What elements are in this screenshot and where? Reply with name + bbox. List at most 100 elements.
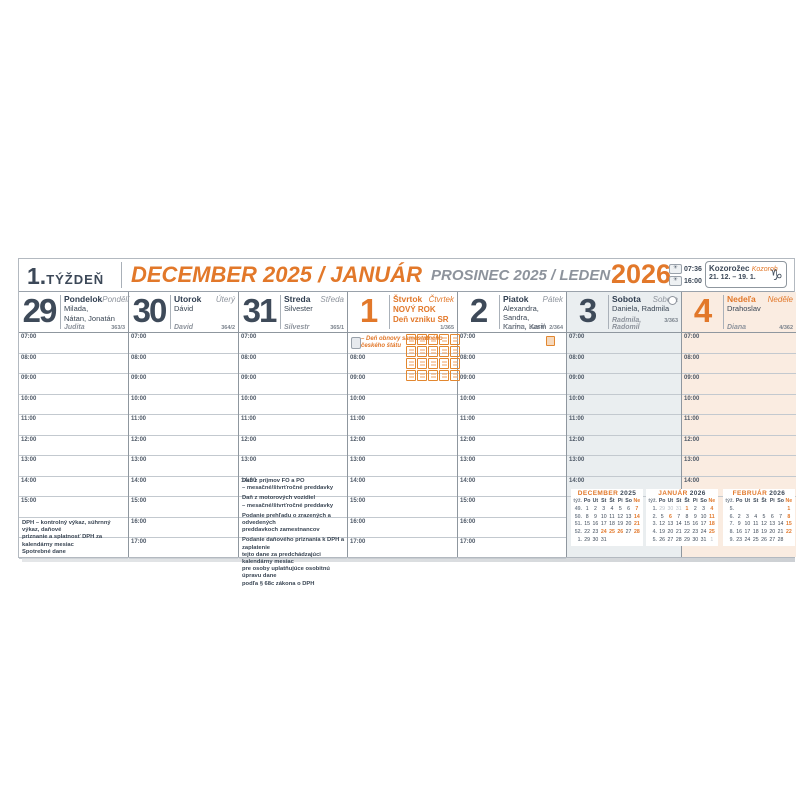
day-header-foot: Karina, Vasil 2/364 bbox=[503, 324, 563, 331]
day-name-sk: Piatok bbox=[503, 294, 529, 304]
time-row: 10:00 bbox=[682, 395, 796, 416]
time-row: 11:00 bbox=[19, 415, 128, 436]
mini-calendar-day: 24 bbox=[744, 536, 751, 543]
time-row: 12:00 bbox=[239, 436, 347, 457]
nameday-names: Drahoslav bbox=[727, 304, 761, 313]
mini-calendar-dow: Ut bbox=[592, 498, 599, 504]
mini-calendar-day: 3 bbox=[745, 513, 749, 520]
mini-calendar-day: 20 bbox=[667, 529, 674, 536]
mini-calendar-week-number: 5. bbox=[729, 505, 734, 512]
nameday-names-cz: Karina, Vasil bbox=[503, 324, 545, 331]
tax-note-block: Daň z príjmov FO a PO – mesačné/štvrťročn… bbox=[242, 478, 345, 492]
mini-calendar-dow: So bbox=[777, 498, 784, 504]
mini-calendar-day: 10 bbox=[700, 513, 707, 520]
cz-holiday-line: – Deň obnovy samostatného bbox=[361, 336, 443, 342]
mini-calendar-week-header: týž. bbox=[573, 498, 582, 504]
mini-calendar-day bbox=[743, 506, 751, 514]
time-label: 11:00 bbox=[460, 416, 476, 423]
time-row: 07:00 bbox=[567, 333, 681, 354]
holiday-name: Deň vzniku SR bbox=[393, 315, 449, 324]
month-title-cz: PROSINEC 2025 / LEDEN bbox=[431, 267, 611, 284]
stamp-cell bbox=[417, 346, 427, 357]
zodiac-range: 21. 12. – 19. 1. bbox=[709, 274, 756, 281]
mini-calendar-grid: týž. Po Ut St Št Pi So Ne 5. 1 6. 2 3 4 5 6 7 8 7. 9 10 11 12 1… bbox=[725, 498, 793, 545]
time-row: 08:00 bbox=[682, 354, 796, 375]
mini-calendar-day: 10 bbox=[600, 513, 607, 520]
mini-calendar-dow: So bbox=[625, 498, 632, 504]
stamp-cell bbox=[450, 358, 460, 369]
day-name-cz: Úterý bbox=[215, 295, 235, 304]
mini-calendar-day: 31 bbox=[600, 536, 607, 543]
day-number: 4 bbox=[693, 292, 712, 329]
day-of-year: 4/362 bbox=[779, 325, 793, 331]
calendar-sheet: 1.TÝŽDEŇ DECEMBER 2025 / JANUÁR PROSINEC… bbox=[18, 258, 796, 587]
mini-calendar-week-number: 1. bbox=[577, 536, 582, 543]
day-of-year: 365/1 bbox=[330, 325, 344, 331]
time-row: 11:00 bbox=[458, 415, 566, 436]
time-label: 12:00 bbox=[131, 436, 147, 443]
mini-calendar-day bbox=[752, 506, 760, 514]
time-row: 17:00 bbox=[129, 538, 238, 559]
tax-note-line: DPH – kontrolný výkaz, súhrnný výkaz, da… bbox=[22, 520, 111, 534]
day-name-row: Štvrtok Čtvrtek bbox=[393, 294, 454, 304]
mini-calendar-dow: Ne bbox=[785, 498, 793, 504]
stamp-cell bbox=[439, 370, 449, 381]
mini-calendar-day: 23 bbox=[692, 529, 699, 536]
mini-calendar-day: 23 bbox=[736, 536, 743, 543]
mini-calendar-day: 1 bbox=[585, 505, 589, 512]
nameday-names-cz: Silvestr bbox=[284, 324, 310, 331]
mini-calendar-day: 21 bbox=[675, 529, 682, 536]
time-row: 16:00 bbox=[348, 518, 457, 539]
mini-calendar-day: 28 bbox=[633, 529, 640, 536]
cz-holiday-note: – Deň obnovy samostatného českého štátu bbox=[361, 336, 443, 350]
mini-calendar-day: 12 bbox=[659, 521, 666, 528]
day-header-meta: Štvrtok Čtvrtek NOVÝ ROK Deň vzniku SR 1/365 bbox=[393, 294, 454, 331]
time-label: 09:00 bbox=[350, 375, 366, 382]
time-label: 13:00 bbox=[131, 457, 147, 464]
mini-calendar-day: 15 bbox=[584, 521, 591, 528]
stamp-cell bbox=[428, 370, 438, 381]
mini-calendar-day: 22 bbox=[785, 529, 792, 536]
mini-calendar-day: 2 bbox=[693, 505, 697, 512]
time-row: 13:00 bbox=[567, 456, 681, 477]
mini-calendar-day: 14 bbox=[675, 521, 682, 528]
time-row: 09:00 bbox=[682, 374, 796, 395]
stamp-cell bbox=[428, 358, 438, 369]
mini-calendar-day: 11 bbox=[709, 513, 715, 520]
time-row: 08:00 bbox=[458, 354, 566, 375]
time-label: 08:00 bbox=[569, 354, 585, 361]
mini-calendar-day: 26 bbox=[659, 536, 666, 543]
sunset-row: ☀ 16:00 bbox=[669, 275, 703, 287]
time-label: 07:00 bbox=[21, 334, 37, 340]
mini-calendar-day: 18 bbox=[752, 529, 759, 536]
mini-calendar-day: 8 bbox=[585, 513, 589, 520]
mini-calendar-day: 1 bbox=[710, 536, 714, 543]
time-row: 11:00 bbox=[129, 415, 238, 436]
tax-note-line: tejto dane za predchádzajúci kalendárny … bbox=[242, 551, 321, 566]
time-label: 15:00 bbox=[131, 498, 147, 505]
time-row: 13:00 bbox=[348, 456, 457, 477]
mini-calendar-week-number: 52. bbox=[574, 529, 582, 536]
mini-calendar-day: 21 bbox=[777, 529, 784, 536]
time-label: 15:00 bbox=[460, 498, 476, 505]
full-moon-icon bbox=[668, 296, 677, 305]
day-number: 29 bbox=[22, 292, 58, 329]
mini-calendar-day: 12 bbox=[617, 513, 624, 520]
mini-calendar-day: 22 bbox=[684, 529, 690, 536]
day-header: 2 Piatok Pátek Alexandra, Sandra, Karina, Ka… bbox=[458, 292, 566, 333]
cz-holiday-icon bbox=[351, 337, 361, 349]
mini-calendar-title: DECEMBER 2025 bbox=[573, 490, 641, 498]
mini-calendar-dow: Pi bbox=[692, 498, 698, 504]
number-grid-stamp bbox=[406, 334, 460, 381]
mini-calendar-day: 26 bbox=[617, 529, 624, 536]
day-header-divider bbox=[280, 295, 281, 329]
time-label: 13:00 bbox=[241, 457, 257, 464]
mini-calendar-title: JANUÁR 2026 bbox=[648, 490, 716, 498]
mini-calendar-day: 17 bbox=[600, 521, 607, 528]
mini-calendar-week-number: 3. bbox=[652, 521, 657, 528]
mini-calendar-február: FEBRUÁR 2026 týž. Po Ut St Št Pi So Ne 5. 1 6. 2 3 4 5 6 7… bbox=[723, 489, 795, 546]
mini-calendar-dow: Pi bbox=[617, 498, 623, 504]
time-row: 11:00 bbox=[239, 415, 347, 436]
mini-calendar-dow: So bbox=[700, 498, 707, 504]
day-header: 1 Štvrtok Čtvrtek NOVÝ ROK Deň vzniku SR 1/36… bbox=[348, 292, 457, 333]
